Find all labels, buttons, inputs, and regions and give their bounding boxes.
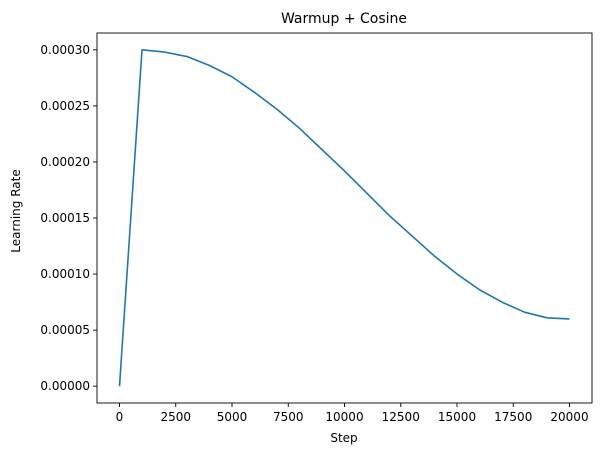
y-tick-label: 0.00010 — [40, 267, 90, 281]
y-tick-label: 0.00015 — [40, 211, 90, 225]
x-tick-label: 20000 — [550, 410, 588, 424]
series-line-0 — [118, 49, 570, 387]
y-axis-ticks: 0.00000 0.00005 0.00010 0.00015 0.00020 0.000… — [40, 43, 97, 393]
chart-title: Warmup + Cosine — [281, 11, 407, 27]
x-axis-label: Step — [330, 431, 357, 445]
x-tick-label: 17500 — [494, 410, 532, 424]
x-tick-label: 5000 — [217, 410, 248, 424]
x-axis-ticks: 0 2500 5000 7500 10000 12500 15000 17500 20000 — [116, 403, 589, 424]
x-tick-label: 2500 — [160, 410, 191, 424]
x-tick-label: 10000 — [325, 410, 363, 424]
y-axis-label: Learning Rate — [9, 169, 23, 252]
x-tick-label: 7500 — [273, 410, 304, 424]
y-tick-label: 0.00020 — [40, 155, 90, 169]
y-tick-label: 0.00030 — [40, 43, 90, 57]
y-tick-label: 0.00025 — [40, 99, 90, 113]
x-tick-label: 12500 — [382, 410, 420, 424]
x-tick-label: 0 — [116, 410, 124, 424]
y-tick-label: 0.00005 — [40, 323, 90, 337]
y-tick-label: 0.00000 — [40, 379, 90, 393]
x-tick-label: 15000 — [438, 410, 476, 424]
